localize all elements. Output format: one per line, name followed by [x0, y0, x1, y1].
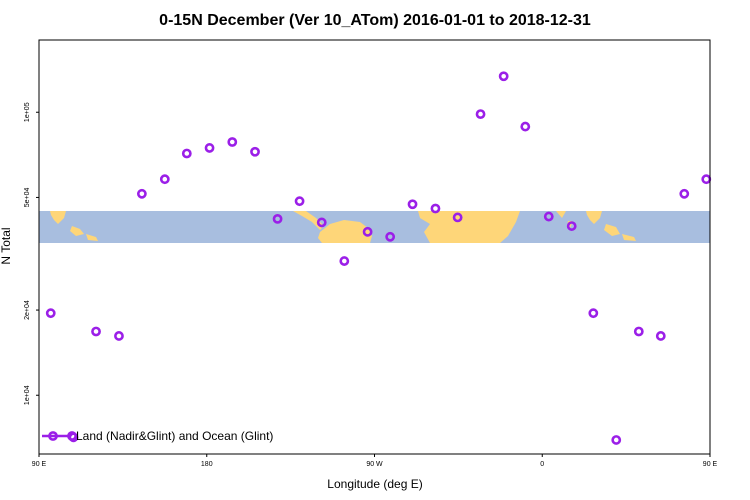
legend: Land (Nadir&Glint) and Ocean (Glint) — [42, 429, 273, 443]
x-tick-label: 90 E — [32, 461, 47, 468]
data-point — [181, 148, 192, 159]
x-tick-label: 0 — [540, 461, 544, 468]
land-indonesia-left — [70, 226, 98, 241]
legend-label: Land (Nadir&Glint) and Ocean (Glint) — [76, 429, 273, 443]
data-point — [362, 226, 373, 237]
data-point — [294, 196, 305, 207]
y-tick-label: 5e+04 — [24, 188, 31, 208]
land-southeast-asia-right — [586, 211, 602, 224]
y-axis-label: N Total — [0, 227, 13, 264]
data-point — [407, 199, 418, 210]
data-point — [452, 212, 463, 223]
data-point — [633, 326, 644, 337]
land-southeast-asia-left — [50, 211, 66, 224]
chart-title: 0-15N December (Ver 10_ATom) 2016-01-01 … — [159, 12, 591, 29]
land-africa — [418, 211, 520, 243]
data-point — [159, 174, 170, 185]
x-axis-label: Longitude (deg E) — [327, 477, 422, 491]
data-point — [701, 174, 712, 185]
data-point — [227, 137, 238, 147]
data-point — [566, 221, 577, 231]
data-point — [611, 435, 622, 445]
legend-marker — [67, 431, 77, 441]
data-point — [136, 188, 147, 199]
data-point — [204, 143, 215, 153]
data-point — [475, 109, 486, 120]
y-axis: 1e+04 2e+04 5e+04 1e+05 — [24, 102, 39, 405]
data-point — [45, 308, 56, 319]
data-point — [316, 217, 327, 228]
data-point — [250, 146, 260, 157]
x-tick-label: 90 W — [366, 461, 383, 468]
data-point — [679, 188, 690, 199]
x-axis: 90 E 180 90 W 0 90 E — [32, 454, 718, 468]
data-point — [339, 256, 350, 266]
data-point — [655, 331, 666, 341]
data-point — [498, 71, 509, 82]
data-point — [91, 326, 101, 337]
x-tick-label: 180 — [201, 461, 213, 468]
data-point — [430, 203, 441, 214]
y-tick-label: 1e+05 — [24, 102, 31, 122]
plot-frame — [38, 39, 711, 455]
land-central-america — [293, 211, 324, 230]
land-indonesia-right — [604, 224, 636, 241]
data-point — [543, 211, 554, 222]
data-point — [114, 331, 124, 341]
y-tick-label: 1e+04 — [24, 385, 31, 405]
data-point — [385, 231, 396, 242]
world-map-strip — [39, 211, 710, 243]
land-south-america — [318, 220, 372, 243]
data-point — [588, 308, 599, 319]
x-tick-label: 90 E — [703, 461, 718, 468]
data-points — [45, 71, 712, 445]
legend-marker — [48, 431, 58, 441]
data-point — [272, 213, 283, 224]
y-tick-label: 2e+04 — [24, 300, 31, 320]
data-point — [520, 121, 531, 132]
